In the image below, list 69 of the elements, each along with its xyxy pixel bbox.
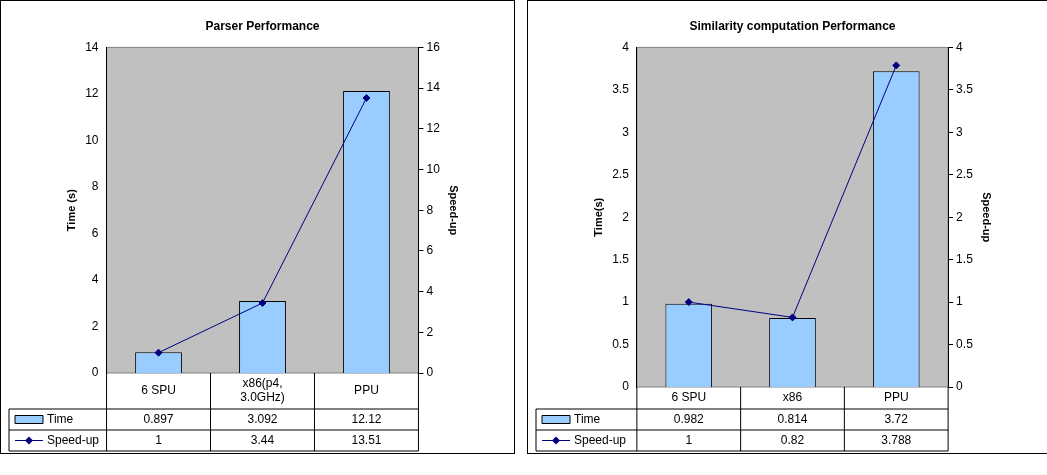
y2-tick-label: 4: [426, 283, 434, 298]
x-tick-label: 6 SPU: [671, 390, 707, 405]
legend-label: Time: [47, 411, 74, 426]
data-label: 0.982: [673, 411, 705, 426]
y-tick-label: 8: [91, 179, 99, 194]
y-tick-label: 2.5: [612, 167, 630, 182]
data-label: 0.897: [143, 411, 174, 426]
y2-tick-label: 2.5: [956, 167, 974, 182]
data-label: 0.814: [777, 411, 808, 426]
data-label: 3.44: [250, 432, 275, 447]
legend-label: Time: [574, 411, 601, 426]
y2-axis-title: Speed-up: [981, 192, 994, 243]
y-tick-label: 2: [91, 318, 99, 333]
y2-tick-label: 10: [426, 161, 441, 176]
point: [154, 348, 163, 357]
point: [892, 61, 901, 70]
y2-tick-label: 0.5: [956, 336, 974, 351]
y-tick-label: 0: [91, 365, 99, 380]
point: [258, 299, 267, 307]
y2-tick-label: 0: [426, 365, 434, 380]
y2-tick-label: 14: [426, 80, 441, 95]
y2-tick-label: 2: [426, 324, 434, 339]
y-tick-label: 14: [85, 39, 99, 54]
y2-tick-label: 1.5: [956, 251, 974, 266]
y-tick-label: 3.5: [612, 82, 630, 97]
y-tick-label: 10: [85, 132, 99, 147]
y2-tick-label: 0: [956, 379, 964, 394]
point: [362, 94, 371, 103]
x-tick-label: x86(p4, 3.0GHz): [240, 376, 285, 405]
data-label: 1: [155, 432, 163, 447]
y2-axis-title: Speed-up: [448, 185, 461, 236]
data-label: 3.788: [881, 432, 912, 447]
y2-tick-label: 3.5: [956, 82, 974, 97]
y-tick-label: 4: [622, 39, 630, 54]
y2-tick-label: 12: [426, 121, 441, 136]
y-axis-title: Time (s): [64, 188, 77, 232]
y2-tick-label: 4: [956, 39, 964, 54]
x-tick-label: PPU: [354, 383, 379, 398]
y-tick-label: 2: [622, 209, 630, 224]
x-tick-label: PPU: [883, 390, 909, 405]
data-label: 0.82: [780, 432, 805, 447]
legend-label: Speed-up: [47, 432, 100, 447]
data-label: 3.092: [247, 411, 278, 426]
data-label: 3.72: [884, 411, 909, 426]
chart-title: Parser Performance: [205, 18, 320, 33]
y-tick-label: 12: [85, 86, 99, 101]
x-tick-label: x86: [782, 390, 803, 405]
y2-tick-label: 8: [426, 202, 434, 217]
y-axis-title: Time(s): [591, 197, 604, 237]
y2-tick-label: 3: [956, 124, 964, 139]
y2-tick-label: 16: [426, 39, 441, 54]
legend-label: Speed-up: [574, 432, 627, 447]
y-tick-label: 1.5: [612, 251, 630, 266]
data-label: 1: [685, 432, 693, 447]
y-tick-label: 0.5: [612, 336, 630, 351]
y-tick-label: 0: [622, 379, 630, 394]
point: [788, 313, 797, 322]
point: [684, 298, 693, 307]
y-tick-label: 6: [91, 225, 99, 240]
y2-tick-label: 2: [956, 209, 964, 224]
data-label: 12.12: [351, 411, 382, 426]
y-tick-label: 3: [622, 124, 630, 139]
y2-tick-label: 1: [956, 294, 964, 309]
chart-title: Similarity computation Performance: [689, 18, 896, 33]
y-tick-label: 1: [622, 294, 630, 309]
data-label: 13.51: [351, 432, 382, 447]
x-tick-label: 6 SPU: [141, 383, 176, 398]
y2-tick-label: 6: [426, 243, 434, 258]
y-tick-label: 4: [91, 272, 99, 287]
